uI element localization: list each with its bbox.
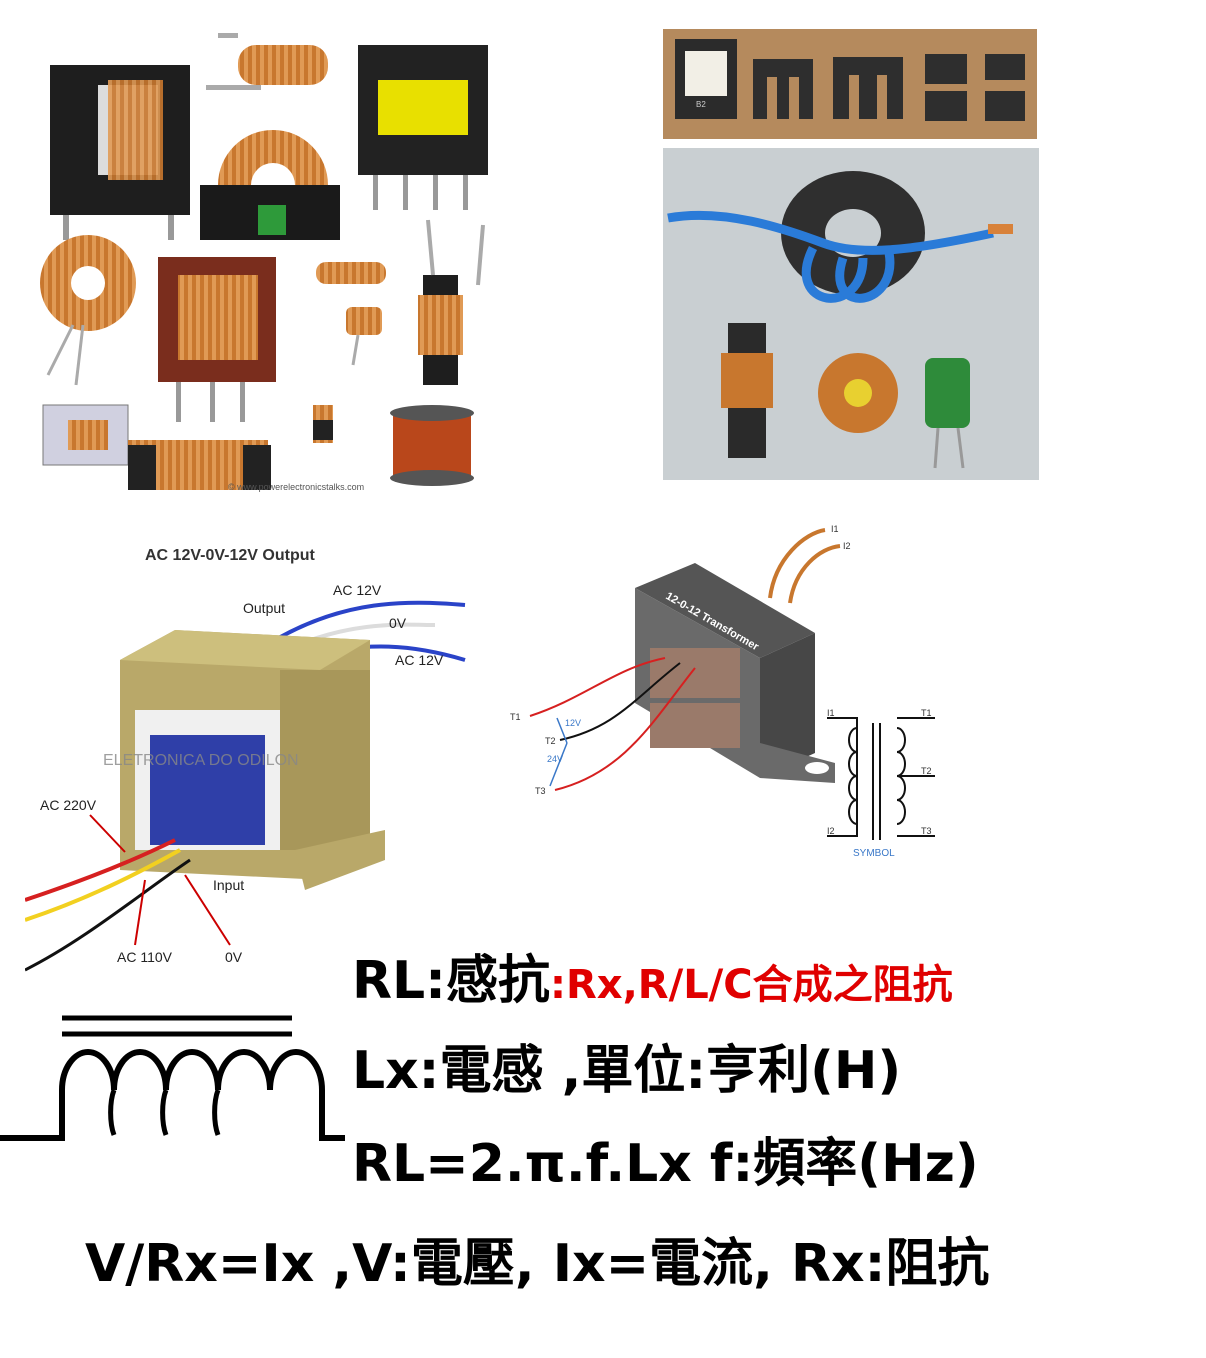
impedance-note: :Rx,R/L/C合成之阻抗	[549, 962, 953, 1008]
vertical-rod-inductor	[418, 219, 485, 385]
common-mode-choke	[50, 65, 190, 240]
ct-watermark: ELETRONICA DO ODILON	[103, 752, 299, 769]
ferrite-cores-art: B2	[675, 39, 1025, 121]
transformer-3d-art: I1 I2 12-0-12 Transformer T1 T2 T3 12V 2…	[510, 524, 935, 859]
sym-t1: T1	[921, 708, 932, 718]
collage-watermark: © www.powerelectronicstalks.com	[228, 482, 364, 492]
inductor-collage-art: © www.powerelectronicstalks.com	[40, 33, 488, 492]
ct-transformer-art: AC 12V-0V-12V Output Output AC 12V 0V AC…	[25, 547, 466, 972]
sym-i1: I1	[827, 708, 835, 718]
formula-line-4: V/Rx=Ix ,V:電壓, Ix=電流, Rx:阻抗	[85, 1234, 990, 1294]
small-rod-inductors	[316, 262, 386, 366]
symbol-caption: SYMBOL	[853, 848, 895, 859]
bobbin-inductor	[158, 257, 276, 422]
out-ac12-top: AC 12V	[333, 582, 382, 598]
sym-i2: I2	[827, 826, 835, 836]
label-12v: 12V	[565, 718, 581, 728]
inductive-reactance-label: RL:感抗	[352, 951, 550, 1011]
out-ac12-bottom: AC 12V	[395, 652, 444, 668]
planar-transformer	[42, 404, 129, 466]
air-coil	[206, 33, 328, 90]
inductor-symbol	[0, 1010, 345, 1150]
formula-line-2: Lx:電感 ,單位:亨利(H)	[352, 1041, 902, 1101]
yellow-transformer	[358, 45, 488, 210]
part-mark: B2	[696, 100, 706, 109]
formula-line-1: RL:感抗:Rx,R/L/C合成之阻抗	[352, 955, 953, 1007]
copper-wire-spool	[390, 405, 474, 486]
out-0v: 0V	[389, 615, 407, 631]
ct-title: AC 12V-0V-12V Output	[145, 547, 315, 564]
label-24v: 24V	[547, 754, 563, 764]
in-0v: 0V	[225, 949, 243, 965]
small-ferrite-inductor	[313, 405, 333, 443]
ferrite-toroid-art	[667, 171, 1013, 469]
lead-t1: T1	[510, 712, 521, 722]
lead-i1: I1	[831, 524, 839, 534]
in-110: AC 110V	[117, 949, 173, 965]
toroid-on-base	[200, 130, 340, 240]
sym-t2: T2	[921, 766, 932, 776]
lead-t2: T2	[545, 736, 556, 746]
in-220: AC 220V	[40, 797, 97, 813]
lead-t3: T3	[535, 786, 546, 796]
output-label: Output	[243, 600, 285, 616]
formula-line-3: RL=2.π.f.Lx f:頻率(Hz)	[352, 1134, 979, 1194]
ct-transformer-photo: AC 12V-0V-12V Output Output AC 12V 0V AC…	[25, 530, 485, 980]
inductor-symbol-art	[0, 1015, 345, 1141]
lead-i2: I2	[843, 541, 851, 551]
ferrite-toroid-photo	[663, 148, 1039, 480]
toroid-left	[40, 235, 136, 386]
sym-t3: T3	[921, 826, 932, 836]
inductor-collage: © www.powerelectronicstalks.com	[28, 25, 518, 500]
ferrite-cores-photo: B2	[663, 29, 1037, 139]
long-inductor	[128, 440, 271, 490]
input-label: Input	[213, 877, 244, 893]
transformer-symbol	[827, 717, 935, 840]
transformer-3d-diagram: I1 I2 12-0-12 Transformer T1 T2 T3 12V 2…	[505, 518, 955, 863]
